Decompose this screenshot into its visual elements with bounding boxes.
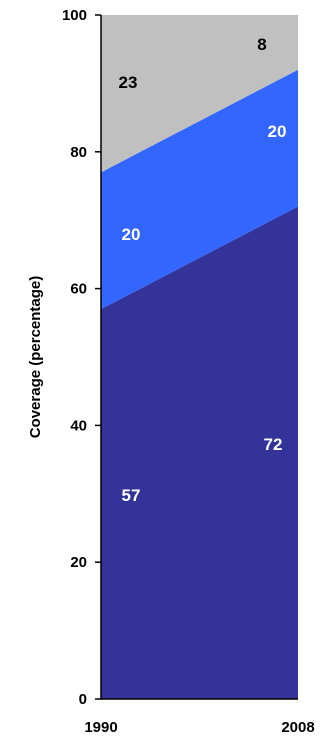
data-label-series-2-2008: 20 xyxy=(268,122,287,141)
data-label-series-1-2008: 72 xyxy=(264,435,283,454)
data-label-series-3-2008: 8 xyxy=(257,35,266,54)
y-tick-label-80: 80 xyxy=(70,144,87,161)
data-label-series-3-1990: 23 xyxy=(119,73,138,92)
y-tick-label-40: 40 xyxy=(70,417,87,434)
axes: 0 20 40 60 80 100 1990 2008 xyxy=(62,7,315,736)
y-axis-title: Coverage (percentage) xyxy=(27,276,44,439)
area-series-2 xyxy=(101,69,298,310)
data-label-series-2-1990: 20 xyxy=(122,225,141,244)
area-series-3 xyxy=(101,15,298,173)
data-labels: 57 72 20 20 23 8 xyxy=(119,35,287,505)
y-tick-label-100: 100 xyxy=(62,7,87,24)
area-series-1 xyxy=(101,206,298,699)
x-tick-label-1990: 1990 xyxy=(84,719,117,736)
y-tick-label-60: 60 xyxy=(70,281,87,298)
y-tick-label-0: 0 xyxy=(79,691,87,708)
area-layers xyxy=(101,15,298,699)
y-tick-label-20: 20 xyxy=(70,554,87,571)
x-tick-label-2008: 2008 xyxy=(281,719,314,736)
data-label-series-1-1990: 57 xyxy=(122,486,141,505)
